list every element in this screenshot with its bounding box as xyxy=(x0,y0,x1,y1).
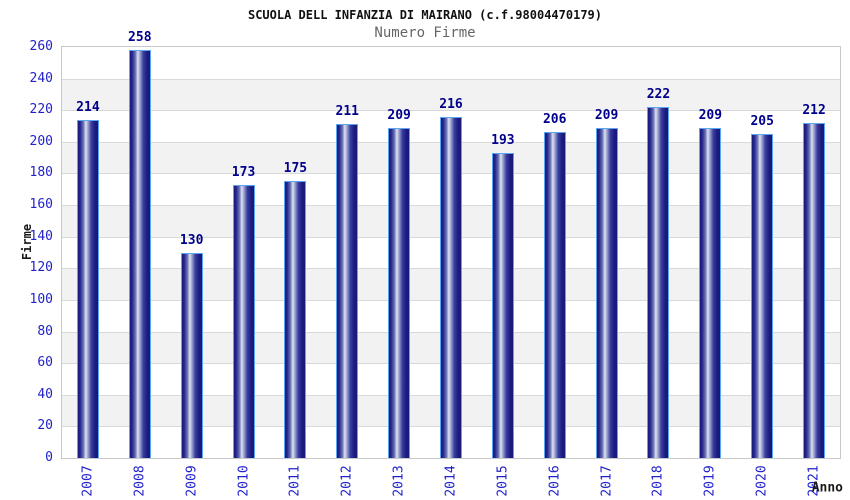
bar-value-label: 212 xyxy=(802,102,826,118)
y-tick-label: 160 xyxy=(29,197,53,213)
gridline xyxy=(62,110,840,112)
x-tick-label: 2009 xyxy=(184,465,200,497)
x-tick-label: 2020 xyxy=(754,465,770,497)
chart-subtitle: Numero Firme xyxy=(374,25,476,41)
bar xyxy=(180,252,203,458)
bar xyxy=(76,119,99,458)
x-axis-title: Anno xyxy=(811,480,843,496)
x-tick-label: 2007 xyxy=(80,465,96,497)
bar xyxy=(699,127,722,458)
bar xyxy=(440,116,462,458)
bar-value-label: 209 xyxy=(594,107,619,123)
x-tick-label: 2011 xyxy=(287,465,303,497)
bar-value-label: 211 xyxy=(335,104,360,120)
bar-value-label: 209 xyxy=(387,107,411,123)
y-tick-label: 120 xyxy=(29,260,53,276)
x-tick-label: 2015 xyxy=(495,465,511,497)
x-tick-label: 2019 xyxy=(702,465,718,497)
y-tick-label: 60 xyxy=(37,355,53,371)
y-tick-label: 140 xyxy=(29,228,53,244)
y-tick-label: 100 xyxy=(29,291,53,307)
x-tick-label: 2008 xyxy=(132,465,148,497)
bar-value-label: 193 xyxy=(491,132,515,148)
bar xyxy=(803,122,826,458)
x-tick-label: 2016 xyxy=(547,465,563,497)
bar xyxy=(647,107,670,458)
y-tick-label: 0 xyxy=(45,450,53,465)
bar xyxy=(336,124,359,458)
bar-value-label: 175 xyxy=(283,161,308,177)
x-tick-label: 2012 xyxy=(339,465,355,497)
gridline xyxy=(62,78,840,80)
bar xyxy=(284,181,307,458)
y-tick-label: 220 xyxy=(29,102,53,118)
bar-value-label: 209 xyxy=(698,107,723,123)
y-tick-label: 260 xyxy=(29,39,53,54)
bar xyxy=(491,152,514,458)
x-tick-label: 2017 xyxy=(599,465,615,497)
bar xyxy=(232,184,255,458)
chart-title: SCUOLA DELL INFANZIA DI MAIRANO (c.f.980… xyxy=(247,8,602,22)
bar xyxy=(128,50,151,458)
y-tick-label: 200 xyxy=(29,133,53,149)
plot-area: 214 258 130 173 175 211 209 216 193 206 209 222 209 2… xyxy=(61,30,841,459)
y-tick-label: 240 xyxy=(29,70,53,86)
x-tick-label: 2013 xyxy=(391,465,407,497)
bar-value-label: 258 xyxy=(128,30,152,46)
bar-value-label: 206 xyxy=(542,112,567,128)
bar xyxy=(595,127,618,458)
y-tick-label: 80 xyxy=(37,323,53,339)
grid-band xyxy=(62,78,840,111)
y-tick-label: 20 xyxy=(37,418,53,434)
bar-value-label: 222 xyxy=(646,87,671,103)
bar-value-label: 214 xyxy=(76,99,100,115)
y-tick-label: 180 xyxy=(29,165,53,181)
bar xyxy=(543,132,566,458)
bar xyxy=(751,133,774,458)
bar-value-label: 130 xyxy=(179,232,204,248)
y-tick-label: 40 xyxy=(37,386,53,402)
bar-value-label: 173 xyxy=(231,164,256,180)
bar-value-label: 205 xyxy=(750,113,774,129)
grid-band xyxy=(62,47,840,79)
x-tick-label: 2014 xyxy=(443,465,459,497)
x-tick-label: 2018 xyxy=(650,465,666,497)
x-tick-label: 2010 xyxy=(236,465,252,497)
bar xyxy=(388,127,411,458)
bar-value-label: 216 xyxy=(439,96,463,112)
